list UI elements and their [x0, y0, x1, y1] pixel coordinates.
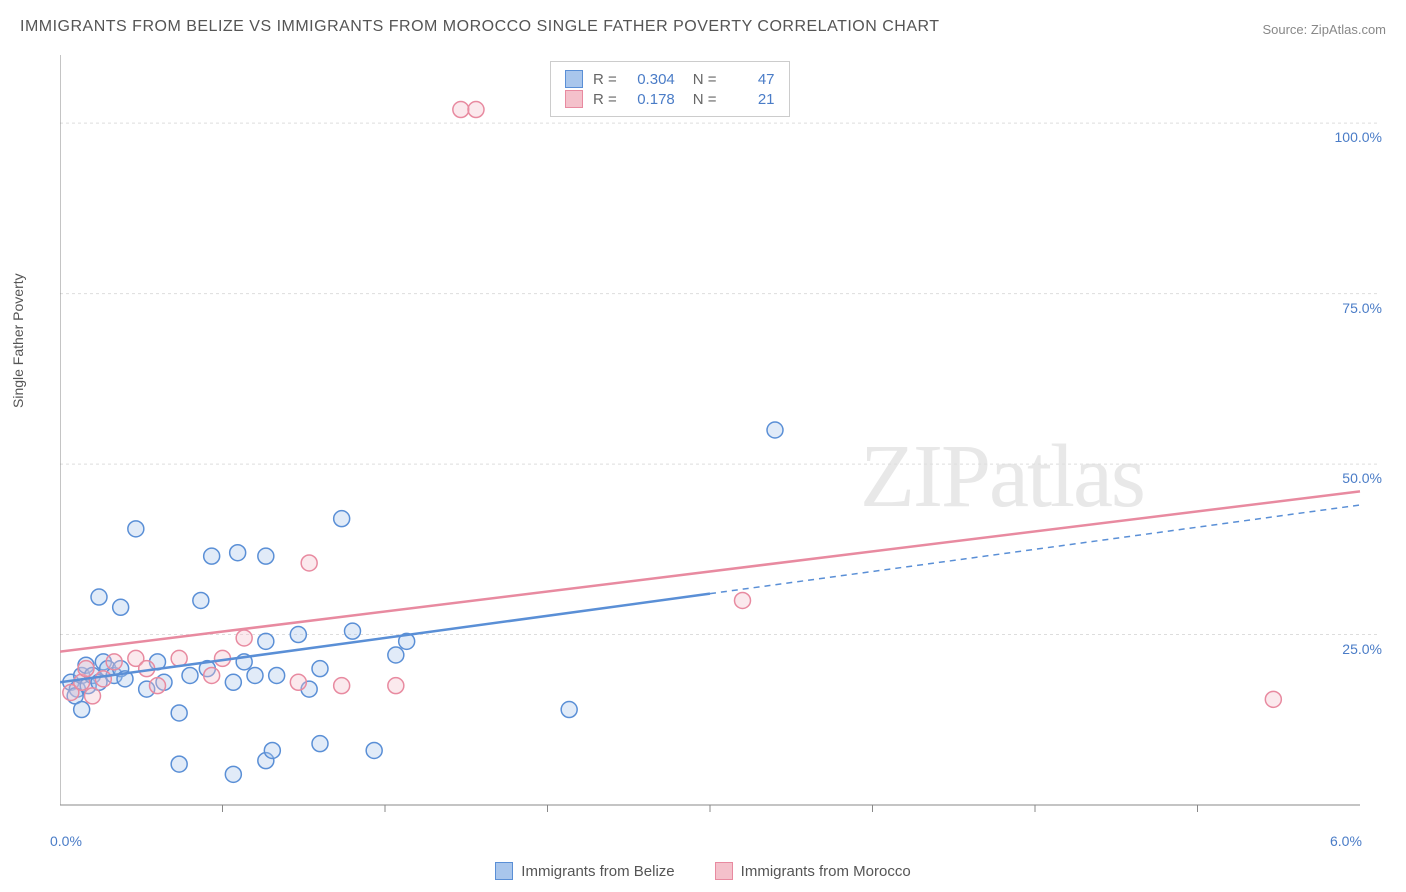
data-point	[225, 766, 241, 782]
data-point	[735, 592, 751, 608]
data-point	[453, 102, 469, 118]
source-credit: Source: ZipAtlas.com	[1262, 22, 1386, 37]
data-point	[312, 661, 328, 677]
data-point	[247, 667, 263, 683]
legend-item: Immigrants from Belize	[495, 862, 674, 880]
data-point	[182, 667, 198, 683]
y-axis-label: Single Father Poverty	[10, 273, 26, 408]
r-label: R =	[593, 91, 617, 108]
data-point	[290, 627, 306, 643]
y-tick-label: 25.0%	[1342, 641, 1382, 657]
scatter-plot	[60, 55, 1380, 830]
data-point	[767, 422, 783, 438]
data-point	[171, 756, 187, 772]
legend-item: Immigrants from Morocco	[715, 862, 911, 880]
data-point	[204, 667, 220, 683]
data-point	[230, 545, 246, 561]
data-point	[74, 702, 90, 718]
data-point	[106, 654, 122, 670]
data-point	[269, 667, 285, 683]
data-point	[290, 674, 306, 690]
stats-legend-row: R = 0.178 N = 21	[565, 90, 775, 108]
n-label: N =	[693, 71, 717, 88]
chart-area: ZIPatlas 25.0%50.0%75.0%100.0% 0.0%6.0% …	[60, 55, 1380, 830]
data-point	[204, 548, 220, 564]
data-point	[561, 702, 577, 718]
data-point	[258, 548, 274, 564]
data-point	[1265, 691, 1281, 707]
data-point	[113, 599, 129, 615]
data-point	[334, 678, 350, 694]
regression-line	[60, 491, 1360, 651]
chart-title: IMMIGRANTS FROM BELIZE VS IMMIGRANTS FRO…	[20, 18, 940, 36]
data-point	[388, 678, 404, 694]
n-value: 47	[727, 71, 775, 88]
y-tick-label: 100.0%	[1335, 129, 1382, 145]
stats-legend-row: R = 0.304 N = 47	[565, 70, 775, 88]
legend-label: Immigrants from Morocco	[741, 863, 911, 880]
data-point	[345, 623, 361, 639]
data-point	[95, 671, 111, 687]
y-tick-label: 50.0%	[1342, 470, 1382, 486]
regression-line	[60, 594, 710, 683]
data-point	[236, 630, 252, 646]
data-point	[91, 589, 107, 605]
n-value: 21	[727, 91, 775, 108]
data-point	[334, 511, 350, 527]
data-point	[366, 742, 382, 758]
data-point	[193, 592, 209, 608]
x-tick-label: 0.0%	[50, 833, 82, 849]
data-point	[312, 736, 328, 752]
data-point	[264, 742, 280, 758]
data-point	[150, 678, 166, 694]
stats-legend: R = 0.304 N = 47 R = 0.178 N = 21	[550, 61, 790, 117]
data-point	[78, 661, 94, 677]
data-point	[258, 633, 274, 649]
data-point	[301, 555, 317, 571]
data-point	[171, 705, 187, 721]
data-point	[225, 674, 241, 690]
legend-swatch	[715, 862, 733, 880]
regression-extrapolation	[710, 505, 1360, 594]
y-tick-label: 75.0%	[1342, 300, 1382, 316]
data-point	[128, 521, 144, 537]
bottom-legend: Immigrants from Belize Immigrants from Mo…	[0, 862, 1406, 880]
data-point	[468, 102, 484, 118]
legend-swatch	[565, 70, 583, 88]
r-label: R =	[593, 71, 617, 88]
r-value: 0.304	[627, 71, 675, 88]
x-tick-label: 6.0%	[1330, 833, 1362, 849]
legend-swatch	[565, 90, 583, 108]
data-point	[388, 647, 404, 663]
legend-swatch	[495, 862, 513, 880]
n-label: N =	[693, 91, 717, 108]
legend-label: Immigrants from Belize	[521, 863, 674, 880]
r-value: 0.178	[627, 91, 675, 108]
data-point	[85, 688, 101, 704]
